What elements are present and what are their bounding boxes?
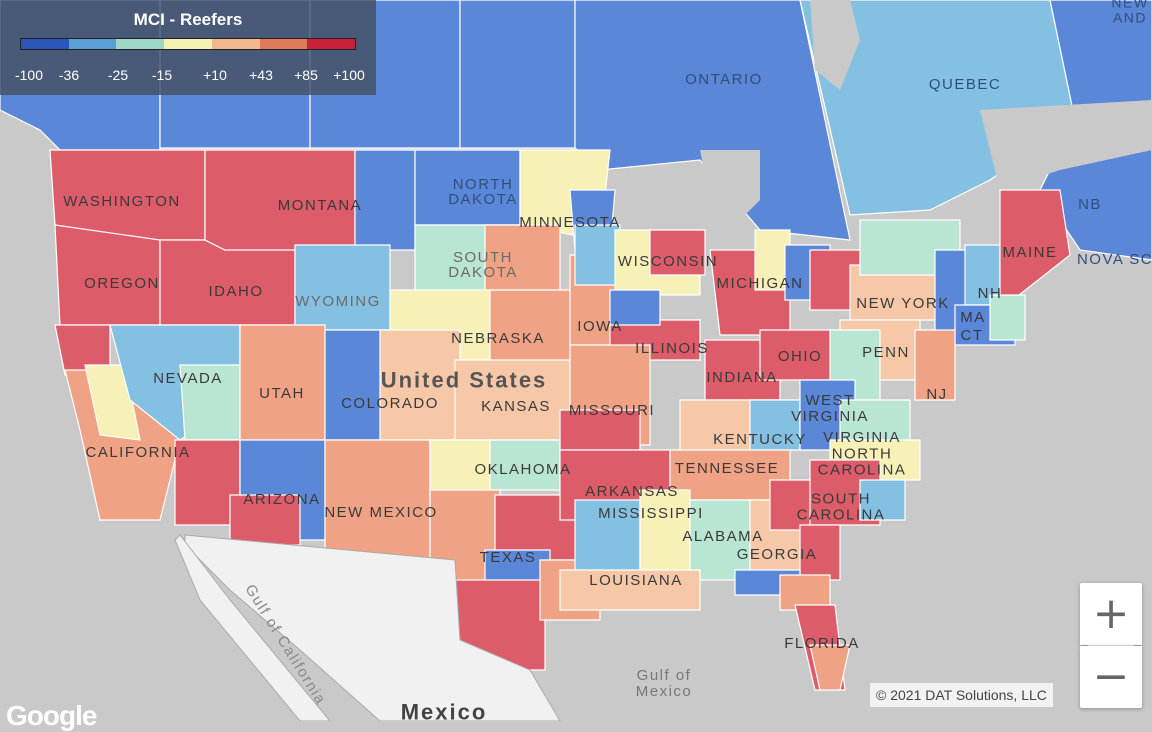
legend-tick: +100 bbox=[333, 67, 365, 83]
region-wisconsin-red bbox=[649, 229, 706, 276]
region-colorado-peach bbox=[379, 329, 461, 441]
region-kentucky-blue bbox=[749, 399, 801, 451]
zoom-divider bbox=[1088, 645, 1134, 646]
region-oregon bbox=[54, 224, 161, 326]
legend-tick: +85 bbox=[294, 67, 318, 83]
legend-swatch bbox=[68, 39, 117, 49]
region-wyoming bbox=[294, 244, 391, 331]
region-illinois-blue bbox=[609, 289, 661, 326]
legend-swatch bbox=[21, 39, 69, 49]
legend-tick: -15 bbox=[151, 67, 173, 83]
region-new-mexico bbox=[324, 439, 431, 561]
region-nevada-mint bbox=[179, 364, 241, 441]
legend-tick: -25 bbox=[107, 67, 129, 83]
region-montana-east bbox=[354, 149, 416, 251]
zoom-in-button[interactable]: + bbox=[1080, 583, 1142, 645]
legend-tick: -100 bbox=[14, 67, 44, 83]
copyright-notice: © 2021 DAT Solutions, LLC bbox=[870, 683, 1053, 707]
zoom-out-button[interactable]: − bbox=[1080, 646, 1142, 708]
region-montana-west bbox=[204, 149, 356, 251]
mexico bbox=[174, 534, 561, 721]
region-mississippi-yellow bbox=[639, 489, 691, 581]
legend-swatch bbox=[164, 39, 212, 49]
region-idaho bbox=[159, 239, 296, 326]
region-utah bbox=[239, 324, 326, 441]
region-sc-blue bbox=[859, 479, 906, 521]
google-logo: Google bbox=[6, 700, 97, 731]
region-oklahoma-yellow bbox=[429, 439, 491, 491]
region-washington bbox=[49, 149, 206, 241]
legend-tick: -36 bbox=[58, 67, 80, 83]
legend-color-bar bbox=[20, 38, 356, 50]
legend-title: MCI - Reefers bbox=[133, 10, 243, 29]
region-nebraska-east bbox=[489, 289, 571, 366]
region-maine bbox=[999, 189, 1071, 312]
region-ohio bbox=[759, 329, 841, 381]
region-manitoba bbox=[459, 0, 576, 149]
usa-regions bbox=[49, 149, 1071, 691]
legend: MCI - Reefers -100 -36 -25 -15 +10 +43 +… bbox=[0, 0, 376, 95]
legend-swatch bbox=[211, 39, 260, 49]
canada-water bbox=[700, 0, 1152, 220]
legend-swatch bbox=[259, 39, 308, 49]
region-sd-east bbox=[484, 224, 561, 291]
region-florida-south bbox=[809, 644, 851, 691]
region-mississippi bbox=[574, 499, 641, 581]
region-iowa-west bbox=[574, 224, 621, 286]
region-ga-east bbox=[799, 524, 841, 581]
legend-swatch bbox=[307, 39, 356, 49]
region-nj bbox=[914, 329, 956, 401]
legend-swatch bbox=[116, 39, 165, 49]
legend-tick: +43 bbox=[249, 67, 273, 83]
region-arizona-south bbox=[229, 494, 301, 546]
region-louisiana bbox=[559, 569, 701, 611]
legend-tick: +10 bbox=[203, 67, 227, 83]
region-missouri-red bbox=[559, 409, 641, 451]
region-north-dakota bbox=[414, 149, 521, 226]
region-kansas bbox=[454, 359, 576, 441]
region-ma-east bbox=[989, 294, 1026, 341]
